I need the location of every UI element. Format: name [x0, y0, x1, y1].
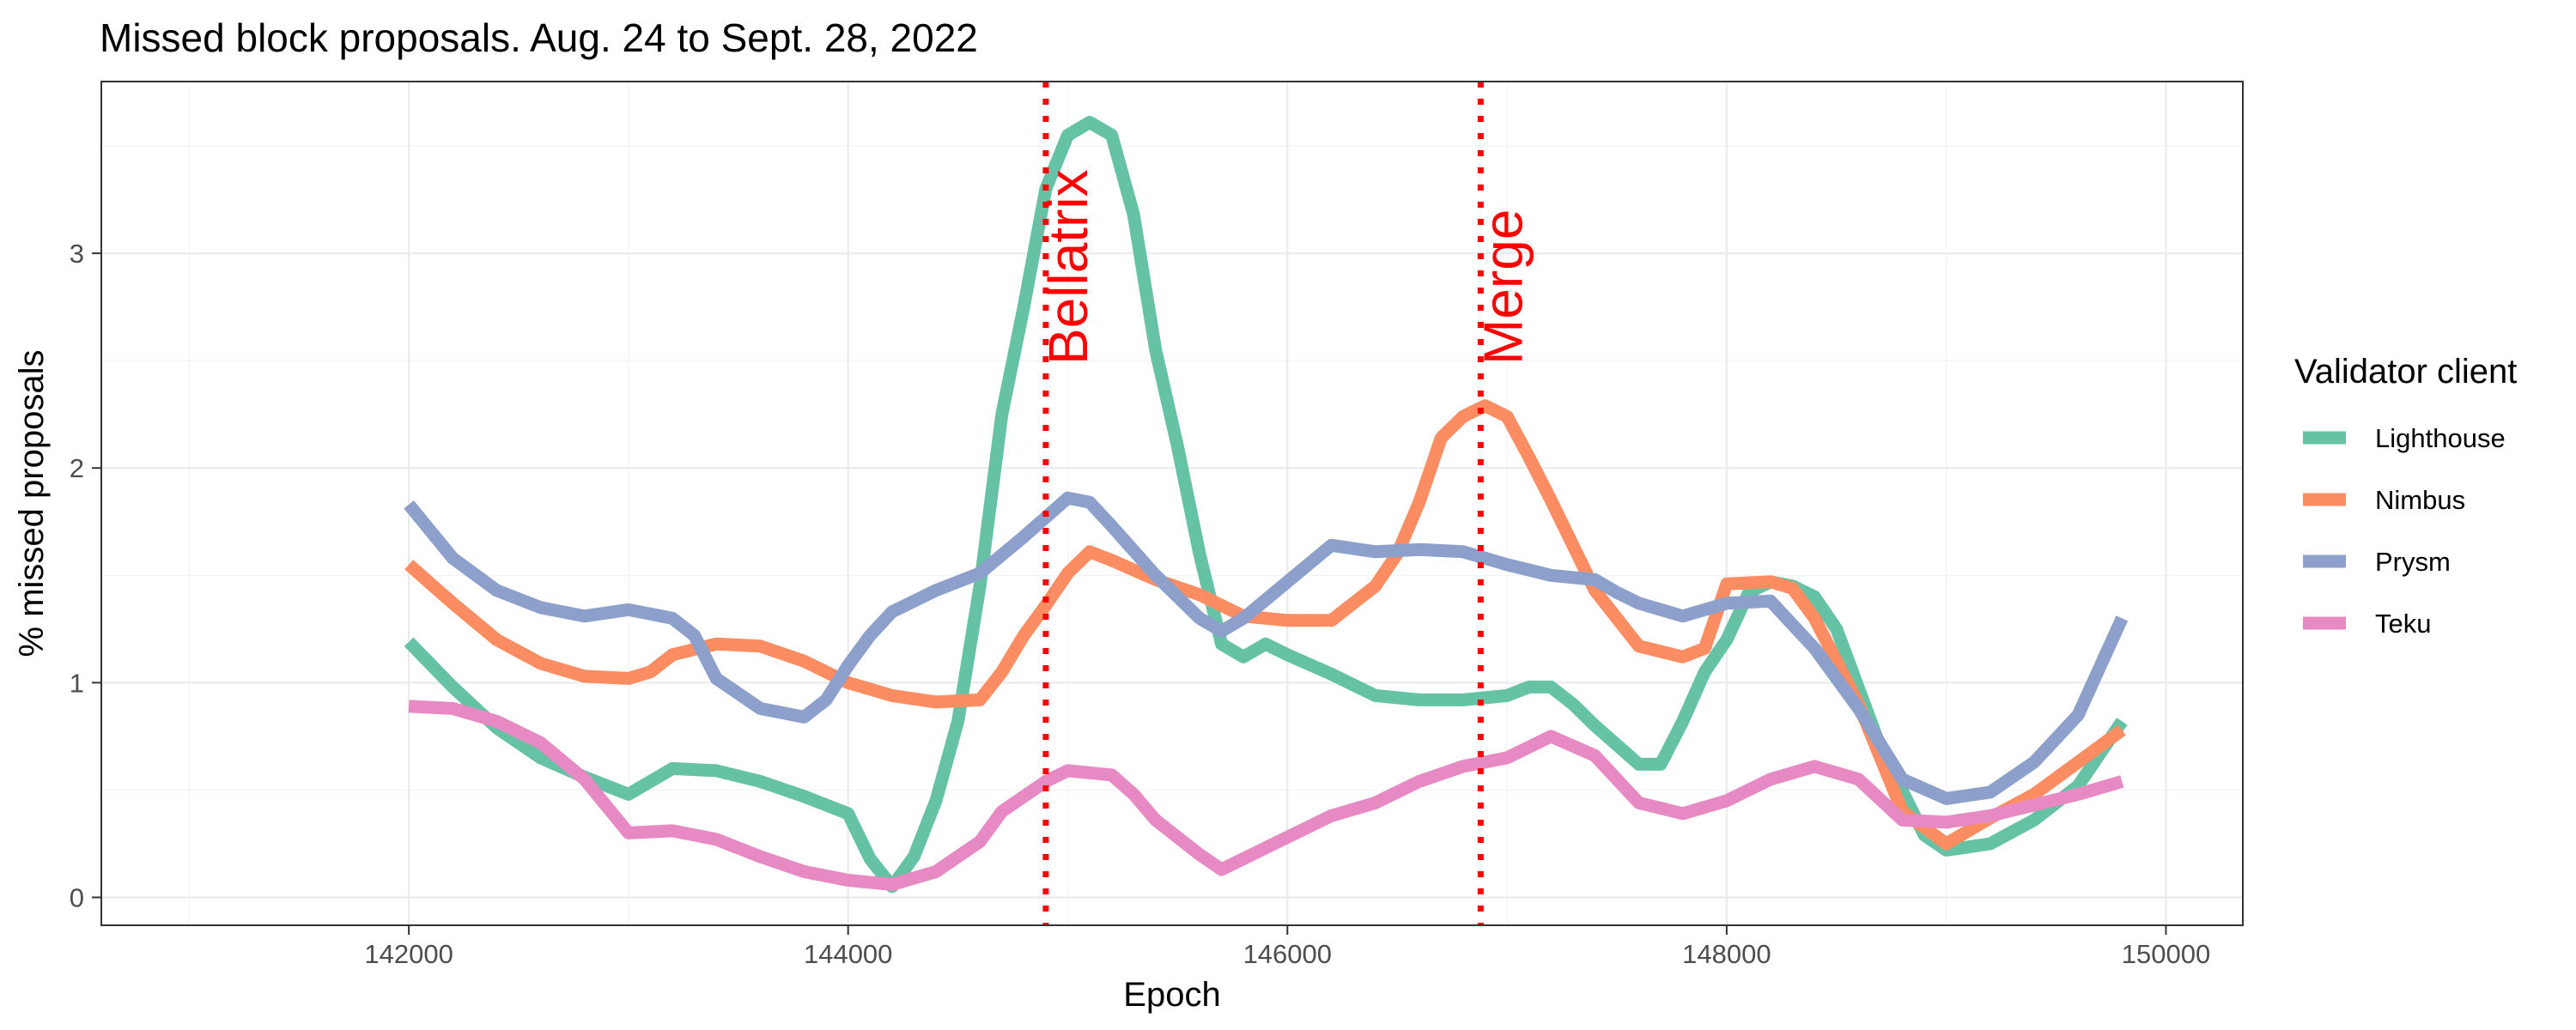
minor-gridlines — [101, 82, 2243, 925]
legend-label-prysm: Prysm — [2375, 547, 2451, 577]
vline-label-bellatrix: Bellatrix — [1037, 169, 1099, 365]
plot-panel: Bellatrix Merge — [100, 81, 2244, 926]
series-line-nimbus — [404, 399, 2126, 851]
panel-background — [101, 82, 2243, 925]
vline-label-merge: Merge — [1472, 209, 1534, 365]
x-tick-label-150000: 150000 — [2122, 939, 2210, 969]
x-tick-label-144000: 144000 — [804, 939, 892, 969]
y-axis-title: % missed proposals — [13, 350, 51, 657]
x-axis-title: Epoch — [1123, 976, 1220, 1014]
y-tick-label-1: 1 — [70, 668, 84, 698]
chart-title: Missed block proposals. Aug. 24 to Sept.… — [100, 15, 978, 60]
series-line-teku — [408, 700, 2124, 891]
x-tick-label-148000: 148000 — [1682, 939, 1771, 969]
legend-label-teku: Teku — [2375, 609, 2431, 639]
series-line-prysm — [404, 491, 2129, 805]
y-axis: 0 1 2 3 — [70, 239, 101, 912]
x-tick-label-142000: 142000 — [364, 939, 453, 969]
vertical-reference-lines: Bellatrix Merge — [1037, 82, 1534, 925]
panel-border — [100, 81, 2244, 926]
y-tick-label-2: 2 — [70, 453, 84, 483]
major-gridlines — [101, 82, 2243, 925]
y-tick-label-3: 3 — [70, 239, 84, 269]
legend-label-lighthouse: Lighthouse — [2375, 423, 2506, 453]
legend: Validator client Lighthouse Nimbus Prysm Te… — [2294, 353, 2517, 639]
legend-label-nimbus: Nimbus — [2375, 485, 2465, 515]
legend-title: Validator client — [2294, 353, 2517, 391]
x-tick-label-146000: 146000 — [1243, 939, 1332, 969]
y-tick-label-0: 0 — [70, 882, 84, 912]
x-axis: 142000 144000 146000 148000 150000 — [364, 925, 2210, 969]
series-layer — [404, 116, 2129, 894]
